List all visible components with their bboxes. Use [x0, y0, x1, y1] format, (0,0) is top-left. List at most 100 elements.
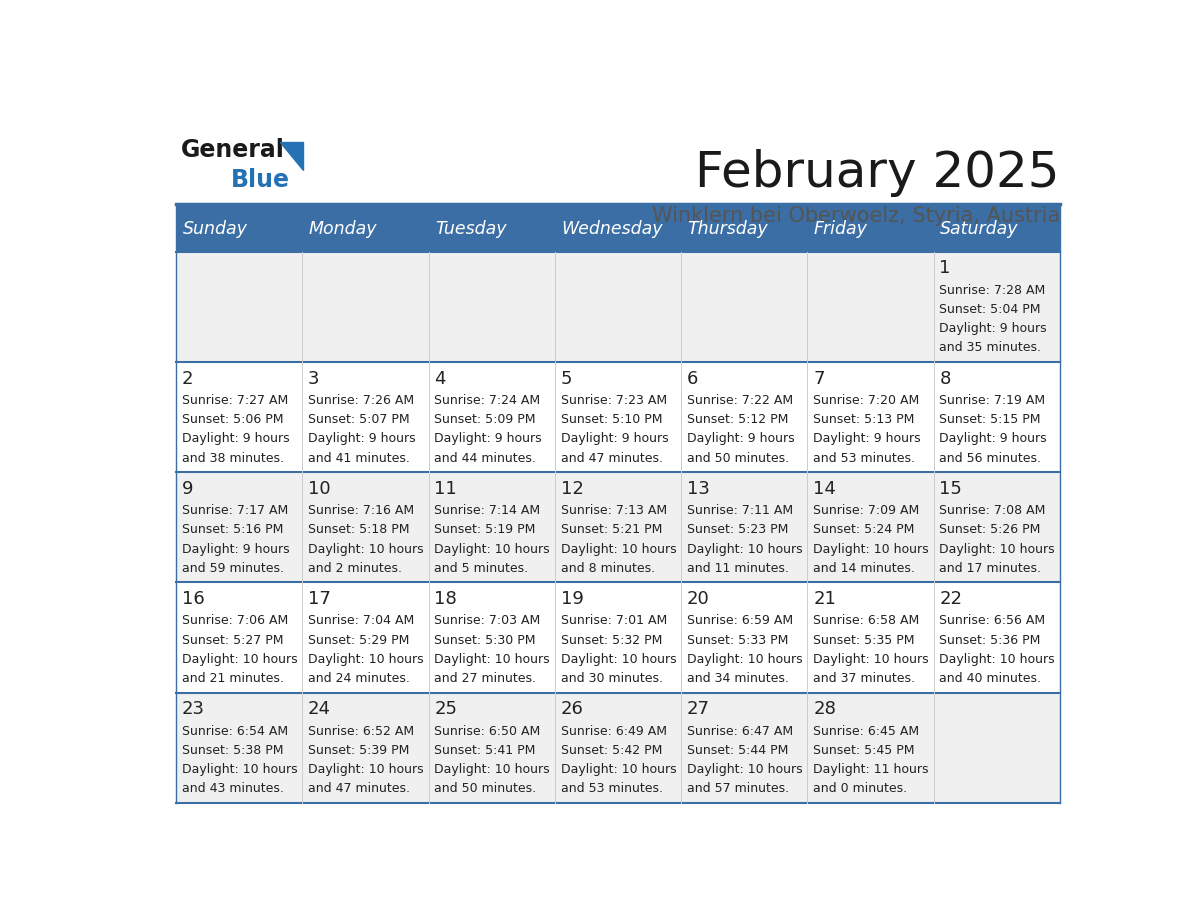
FancyBboxPatch shape — [176, 582, 1060, 692]
Text: and 8 minutes.: and 8 minutes. — [561, 562, 655, 575]
Text: Sunset: 5:21 PM: Sunset: 5:21 PM — [561, 523, 662, 536]
Polygon shape — [280, 142, 303, 170]
Text: Sunrise: 6:47 AM: Sunrise: 6:47 AM — [687, 724, 794, 737]
Text: Friday: Friday — [814, 219, 867, 238]
Text: Sunrise: 6:58 AM: Sunrise: 6:58 AM — [813, 614, 920, 627]
Text: 17: 17 — [308, 590, 331, 608]
Text: and 53 minutes.: and 53 minutes. — [561, 782, 663, 796]
Text: Sunrise: 7:09 AM: Sunrise: 7:09 AM — [813, 504, 920, 517]
Text: 20: 20 — [687, 590, 709, 608]
Text: Daylight: 10 hours: Daylight: 10 hours — [561, 763, 676, 777]
Text: Sunset: 5:16 PM: Sunset: 5:16 PM — [182, 523, 283, 536]
Text: and 41 minutes.: and 41 minutes. — [308, 452, 410, 465]
Text: Sunset: 5:35 PM: Sunset: 5:35 PM — [813, 633, 915, 646]
Text: Sunset: 5:06 PM: Sunset: 5:06 PM — [182, 413, 283, 426]
Text: and 53 minutes.: and 53 minutes. — [813, 452, 915, 465]
Text: Sunrise: 7:23 AM: Sunrise: 7:23 AM — [561, 394, 666, 407]
Text: Sunset: 5:24 PM: Sunset: 5:24 PM — [813, 523, 915, 536]
Text: Daylight: 10 hours: Daylight: 10 hours — [435, 763, 550, 777]
Text: Sunset: 5:39 PM: Sunset: 5:39 PM — [308, 744, 410, 756]
Text: Sunrise: 7:28 AM: Sunrise: 7:28 AM — [940, 284, 1045, 297]
Text: 21: 21 — [813, 590, 836, 608]
Text: 24: 24 — [308, 700, 331, 718]
Text: 15: 15 — [940, 480, 962, 498]
Text: Sunset: 5:33 PM: Sunset: 5:33 PM — [687, 633, 789, 646]
Text: Sunrise: 6:56 AM: Sunrise: 6:56 AM — [940, 614, 1045, 627]
Text: Daylight: 10 hours: Daylight: 10 hours — [182, 763, 297, 777]
Text: Sunrise: 6:59 AM: Sunrise: 6:59 AM — [687, 614, 794, 627]
FancyBboxPatch shape — [303, 206, 429, 252]
Text: and 50 minutes.: and 50 minutes. — [435, 782, 537, 796]
Text: Sunset: 5:26 PM: Sunset: 5:26 PM — [940, 523, 1041, 536]
Text: Sunrise: 6:54 AM: Sunrise: 6:54 AM — [182, 724, 287, 737]
FancyBboxPatch shape — [808, 206, 934, 252]
Text: 27: 27 — [687, 700, 710, 718]
Text: 14: 14 — [813, 480, 836, 498]
Text: General: General — [181, 139, 285, 162]
Text: 1: 1 — [940, 259, 950, 277]
Text: Sunrise: 7:08 AM: Sunrise: 7:08 AM — [940, 504, 1045, 517]
Text: Daylight: 11 hours: Daylight: 11 hours — [813, 763, 929, 777]
Text: and 57 minutes.: and 57 minutes. — [687, 782, 789, 796]
Text: Sunset: 5:44 PM: Sunset: 5:44 PM — [687, 744, 789, 756]
Text: Sunrise: 7:17 AM: Sunrise: 7:17 AM — [182, 504, 287, 517]
Text: 18: 18 — [435, 590, 457, 608]
Text: Sunset: 5:09 PM: Sunset: 5:09 PM — [435, 413, 536, 426]
FancyBboxPatch shape — [934, 206, 1060, 252]
Text: Daylight: 9 hours: Daylight: 9 hours — [940, 432, 1047, 445]
Text: Sunset: 5:30 PM: Sunset: 5:30 PM — [435, 633, 536, 646]
Text: and 27 minutes.: and 27 minutes. — [435, 672, 536, 685]
Text: and 47 minutes.: and 47 minutes. — [308, 782, 410, 796]
Text: Winklern bei Oberwoelz, Styria, Austria: Winklern bei Oberwoelz, Styria, Austria — [652, 206, 1060, 226]
Text: 13: 13 — [687, 480, 709, 498]
Text: Sunrise: 7:20 AM: Sunrise: 7:20 AM — [813, 394, 920, 407]
Text: Daylight: 9 hours: Daylight: 9 hours — [940, 322, 1047, 335]
Text: Daylight: 10 hours: Daylight: 10 hours — [813, 543, 929, 555]
Text: Sunrise: 7:06 AM: Sunrise: 7:06 AM — [182, 614, 287, 627]
Text: and 44 minutes.: and 44 minutes. — [435, 452, 536, 465]
FancyBboxPatch shape — [555, 206, 681, 252]
Text: 4: 4 — [435, 370, 446, 387]
Text: 9: 9 — [182, 480, 194, 498]
Text: Sunset: 5:36 PM: Sunset: 5:36 PM — [940, 633, 1041, 646]
FancyBboxPatch shape — [176, 206, 303, 252]
Text: Daylight: 9 hours: Daylight: 9 hours — [308, 432, 416, 445]
Text: Sunset: 5:18 PM: Sunset: 5:18 PM — [308, 523, 410, 536]
Text: 2: 2 — [182, 370, 194, 387]
Text: and 30 minutes.: and 30 minutes. — [561, 672, 663, 685]
Text: Daylight: 10 hours: Daylight: 10 hours — [308, 543, 424, 555]
Text: Sunrise: 7:14 AM: Sunrise: 7:14 AM — [435, 504, 541, 517]
Text: Sunset: 5:32 PM: Sunset: 5:32 PM — [561, 633, 662, 646]
Text: Daylight: 9 hours: Daylight: 9 hours — [813, 432, 921, 445]
Text: Daylight: 10 hours: Daylight: 10 hours — [561, 653, 676, 666]
Text: 7: 7 — [813, 370, 824, 387]
Text: Sunrise: 7:22 AM: Sunrise: 7:22 AM — [687, 394, 794, 407]
Text: 5: 5 — [561, 370, 573, 387]
FancyBboxPatch shape — [176, 362, 1060, 472]
FancyBboxPatch shape — [176, 252, 1060, 362]
FancyBboxPatch shape — [429, 206, 555, 252]
Text: and 11 minutes.: and 11 minutes. — [687, 562, 789, 575]
Text: Sunrise: 7:04 AM: Sunrise: 7:04 AM — [308, 614, 415, 627]
Text: Sunset: 5:19 PM: Sunset: 5:19 PM — [435, 523, 536, 536]
Text: Sunrise: 6:52 AM: Sunrise: 6:52 AM — [308, 724, 415, 737]
Text: Daylight: 10 hours: Daylight: 10 hours — [687, 543, 803, 555]
Text: and 5 minutes.: and 5 minutes. — [435, 562, 529, 575]
Text: 26: 26 — [561, 700, 583, 718]
Text: Sunset: 5:12 PM: Sunset: 5:12 PM — [687, 413, 789, 426]
Text: 25: 25 — [435, 700, 457, 718]
Text: February 2025: February 2025 — [695, 149, 1060, 197]
Text: Sunset: 5:29 PM: Sunset: 5:29 PM — [308, 633, 410, 646]
Text: and 17 minutes.: and 17 minutes. — [940, 562, 1042, 575]
Text: Sunrise: 7:24 AM: Sunrise: 7:24 AM — [435, 394, 541, 407]
Text: and 2 minutes.: and 2 minutes. — [308, 562, 402, 575]
Text: Daylight: 9 hours: Daylight: 9 hours — [182, 432, 290, 445]
Text: Daylight: 10 hours: Daylight: 10 hours — [940, 543, 1055, 555]
Text: Sunset: 5:45 PM: Sunset: 5:45 PM — [813, 744, 915, 756]
Text: Sunrise: 6:50 AM: Sunrise: 6:50 AM — [435, 724, 541, 737]
Text: Sunrise: 7:11 AM: Sunrise: 7:11 AM — [687, 504, 794, 517]
Text: Sunset: 5:13 PM: Sunset: 5:13 PM — [813, 413, 915, 426]
Text: Sunrise: 7:19 AM: Sunrise: 7:19 AM — [940, 394, 1045, 407]
Text: Sunrise: 7:13 AM: Sunrise: 7:13 AM — [561, 504, 666, 517]
Text: Sunrise: 6:45 AM: Sunrise: 6:45 AM — [813, 724, 920, 737]
